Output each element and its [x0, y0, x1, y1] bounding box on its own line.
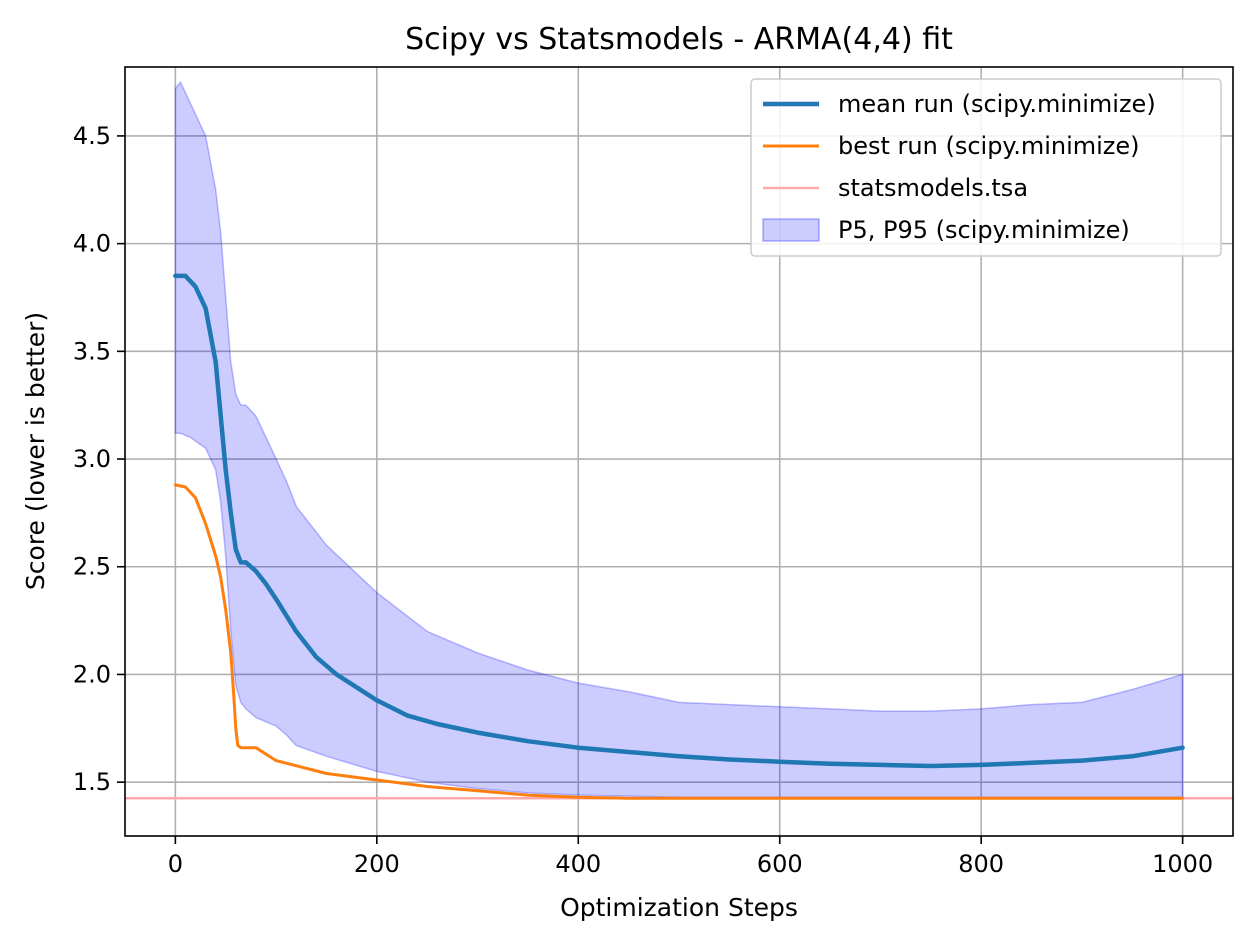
plot-area: [124, 66, 1234, 837]
grid: [125, 67, 1233, 836]
chart-title: Scipy vs Statsmodels - ARMA(4,4) fit: [405, 22, 953, 57]
legend-statsmodels-label: statsmodels.tsa: [838, 174, 1028, 202]
x-tick-label: 600: [757, 850, 803, 878]
x-tick-label: 400: [555, 850, 601, 878]
x-tick-label: 800: [958, 850, 1004, 878]
x-tick-label: 1000: [1152, 850, 1213, 878]
y-axis: 1.5 2.0 2.5 3.0 3.5 4.0 4.5: [73, 122, 125, 796]
x-tick-label: 200: [354, 850, 400, 878]
x-tick-label: 0: [168, 850, 183, 878]
series-lines: [125, 273, 1233, 800]
x-axis-label: Optimization Steps: [560, 893, 798, 922]
y-tick-label: 4.5: [73, 122, 111, 150]
x-axis: 0 200 400 600 800 1000: [168, 836, 1213, 878]
legend: mean run (scipy.minimize) best run (scipy…: [750, 78, 1222, 257]
y-axis-label: Score (lower is better): [21, 312, 50, 590]
mean-run-line: [173, 273, 1185, 769]
best-run-line: [173, 483, 1185, 800]
legend-mean-label: mean run (scipy.minimize): [838, 90, 1156, 118]
legend-band-swatch: [762, 218, 820, 242]
y-tick-label: 1.5: [73, 768, 111, 796]
y-tick-label: 2.5: [73, 553, 111, 581]
legend-box: [750, 78, 1222, 257]
y-tick-label: 3.5: [73, 337, 111, 365]
y-tick-label: 3.0: [73, 445, 111, 473]
legend-best-label: best run (scipy.minimize): [838, 132, 1140, 160]
plot-frame: [124, 66, 1234, 837]
y-tick-label: 2.0: [73, 660, 111, 688]
y-tick-label: 4.0: [73, 230, 111, 258]
legend-band-label: P5, P95 (scipy.minimize): [838, 216, 1130, 244]
